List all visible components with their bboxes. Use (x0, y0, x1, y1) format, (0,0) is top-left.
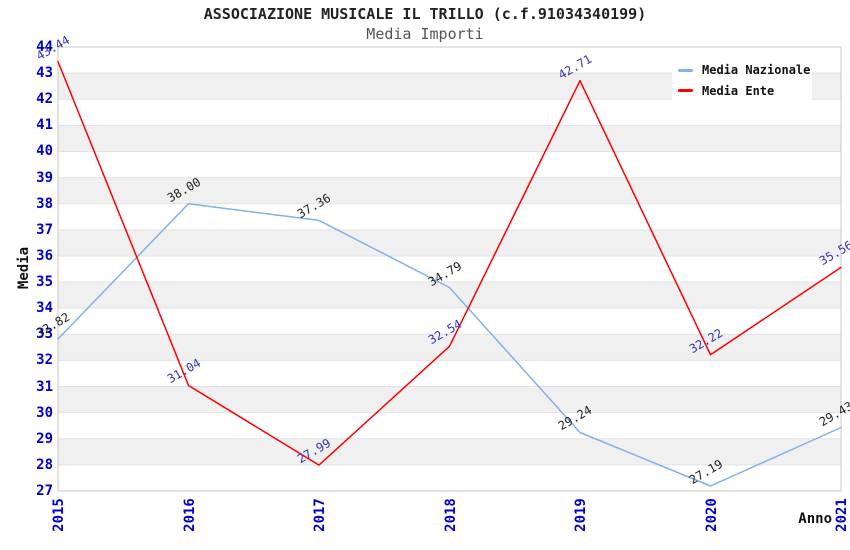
plot-border (57, 46, 842, 492)
legend-item-media-ente: Media Ente (678, 84, 812, 98)
grid-band (58, 386, 841, 413)
chart-title: ASSOCIAZIONE MUSICALE IL TRILLO (c.f.910… (203, 5, 647, 23)
legend-item-media-nazionale: Media Nazionale (678, 63, 812, 77)
legend-label-media-ente: Media Ente (702, 83, 775, 98)
x-axis-title: Anno (798, 511, 832, 527)
grid-band (58, 255, 841, 283)
grid-band (58, 229, 841, 256)
grid-band (58, 203, 841, 230)
grid-band (58, 151, 841, 178)
media-ente-line-swatch (678, 89, 693, 93)
legend: Media Nazionale Media Ente (672, 57, 812, 104)
series-line-media-ente (57, 60, 842, 466)
grid-band (58, 334, 841, 361)
grid-band (58, 177, 841, 204)
media-nazionale-line-swatch (678, 68, 693, 72)
grid-band (58, 282, 841, 309)
chart-subtitle: Media Importi (366, 25, 484, 43)
grid-band (58, 308, 841, 335)
grid-band (58, 412, 841, 439)
y-axis-title: Media (16, 246, 32, 290)
grid-band (58, 360, 841, 387)
grid-band (58, 125, 841, 152)
series-line-media-nazionale (57, 202, 842, 487)
grid-band (58, 464, 841, 491)
grid-band (58, 438, 841, 465)
legend-label-media-nazionale: Media Nazionale (702, 63, 811, 78)
